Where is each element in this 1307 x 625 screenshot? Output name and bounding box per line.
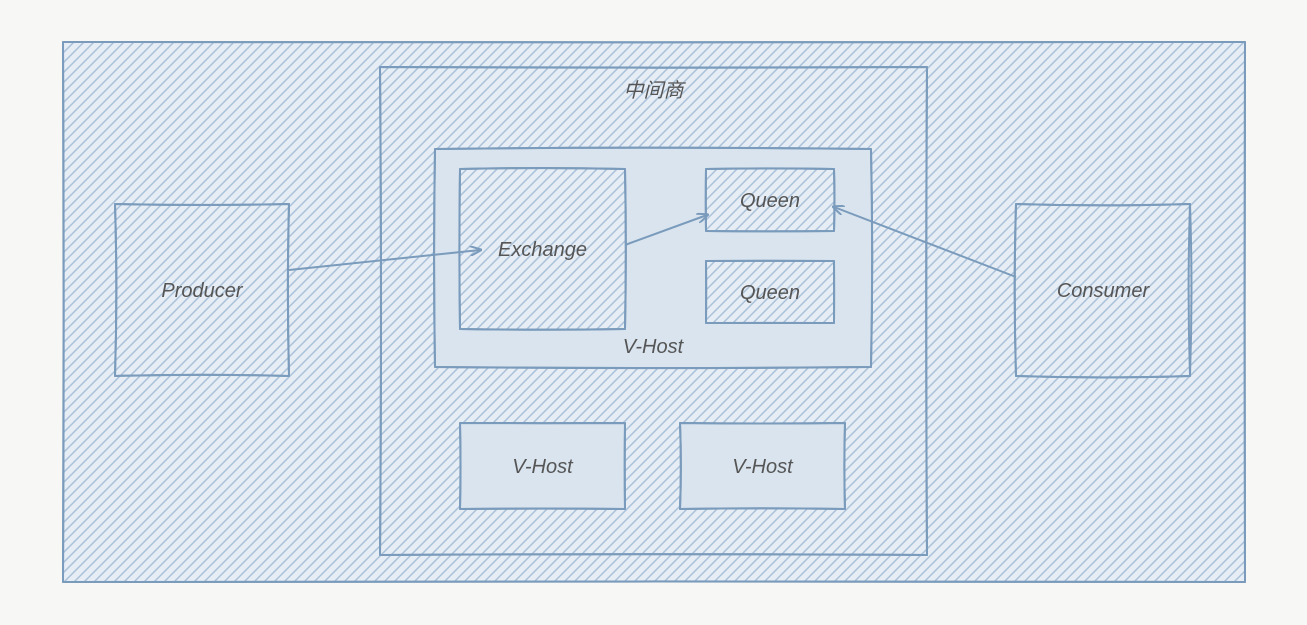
label-producer: Producer (161, 280, 243, 302)
label-queen1: Queen (740, 190, 800, 212)
label-exchange: Exchange (498, 239, 587, 261)
box-vhost2: V-Host (460, 423, 625, 509)
box-queen1: Queen (706, 168, 835, 231)
box-consumer: Consumer (1015, 204, 1192, 377)
label-queen2: Queen (740, 282, 800, 304)
label-broker: 中间商 (624, 80, 687, 102)
diagram-canvas: 中间商 Producer Consumer V-Host Exchange Queen Qu… (0, 0, 1307, 625)
box-producer: Producer (115, 204, 289, 376)
label-vhost2: V-Host (512, 456, 574, 478)
label-consumer: Consumer (1057, 280, 1151, 302)
box-vhost3: V-Host (680, 423, 845, 509)
label-vhost_main: V-Host (623, 336, 685, 358)
label-vhost3: V-Host (732, 456, 794, 478)
box-queen2: Queen (706, 261, 834, 324)
box-exchange: Exchange (459, 168, 626, 330)
